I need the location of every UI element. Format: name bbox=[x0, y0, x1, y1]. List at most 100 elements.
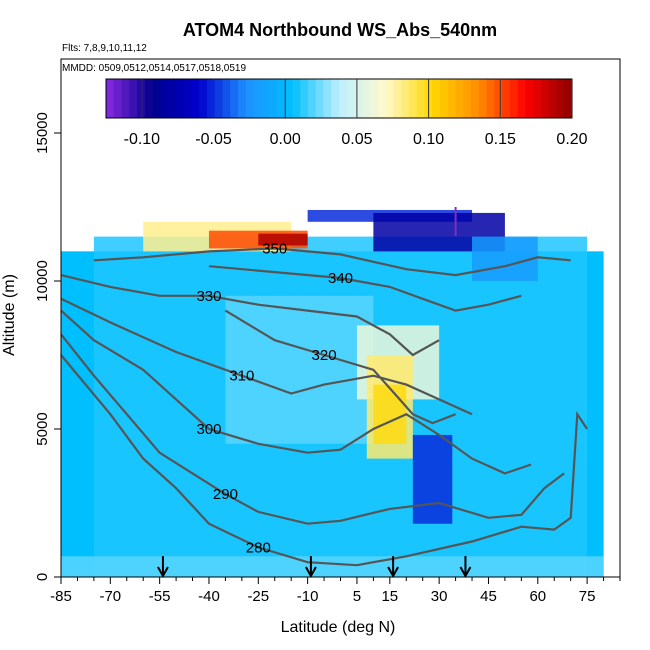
colorbar-segment bbox=[323, 79, 332, 118]
colorbar-segment bbox=[191, 79, 200, 118]
flights-label: Flts: 7,8,9,10,11,12 bbox=[62, 43, 147, 54]
colorbar-segment bbox=[261, 79, 270, 118]
colorbar-segment bbox=[463, 79, 472, 118]
colorbar-segment bbox=[269, 79, 278, 118]
x-tick-label: 15 bbox=[381, 588, 398, 605]
contour-line bbox=[60, 309, 532, 475]
colorbar-tick-label: -0.05 bbox=[195, 131, 232, 148]
contour-label: 300 bbox=[196, 421, 221, 438]
x-axis-label: Latitude (deg N) bbox=[281, 619, 396, 636]
y-axis-label: Altitude (m) bbox=[1, 274, 18, 356]
marker-arrow-head bbox=[459, 566, 472, 579]
contour-line bbox=[60, 297, 473, 416]
colorbar-tick-label: 0.05 bbox=[341, 131, 372, 148]
colorbar-segment bbox=[393, 79, 402, 118]
x-tick-label: -55 bbox=[149, 588, 171, 605]
colorbar-segment bbox=[525, 79, 534, 118]
colorbar-segment bbox=[548, 79, 558, 118]
contour-label: 350 bbox=[262, 240, 287, 257]
colorbar-segment bbox=[284, 79, 293, 118]
colorbar-segment bbox=[152, 79, 161, 118]
y-tick-label: 0 bbox=[34, 573, 51, 581]
colorbar-segment bbox=[494, 79, 503, 118]
x-tick-label: -70 bbox=[99, 588, 121, 605]
colorbar-segment bbox=[199, 79, 208, 118]
heatmap-layer bbox=[61, 209, 604, 577]
colorbar-segment bbox=[533, 79, 542, 118]
contour-line bbox=[208, 265, 522, 312]
colorbar-segment bbox=[377, 79, 387, 118]
colorbar-segment bbox=[129, 79, 138, 118]
colorbar-segment bbox=[416, 79, 426, 118]
contour-line bbox=[60, 354, 589, 567]
heat-cell bbox=[373, 384, 407, 444]
marker-arrow-head bbox=[387, 566, 399, 579]
marker-arrow-head bbox=[157, 566, 169, 579]
colorbar-segment bbox=[315, 79, 325, 118]
colorbar-segment bbox=[556, 79, 565, 118]
colorbar-segment bbox=[168, 79, 177, 118]
x-tick-label: 75 bbox=[579, 588, 596, 605]
colorbar-segment bbox=[439, 79, 449, 118]
y-tick-label: 5000 bbox=[34, 412, 51, 445]
colorbar-segment bbox=[276, 79, 286, 118]
colorbar-segment bbox=[385, 79, 394, 118]
colorbar-segment bbox=[517, 79, 526, 118]
x-tick-label: -25 bbox=[247, 588, 269, 605]
contour-line bbox=[93, 247, 571, 277]
colorbar-segment bbox=[408, 79, 418, 118]
colorbar-segment bbox=[540, 79, 550, 118]
contour-line bbox=[60, 333, 565, 525]
contour-layer: 280 290 300 310 320 330 340 350 bbox=[60, 240, 589, 567]
heat-cell bbox=[225, 295, 374, 444]
colorbar-segment bbox=[292, 79, 301, 118]
colorbar-segment bbox=[478, 79, 488, 118]
colorbar-tick-label: -0.10 bbox=[124, 131, 161, 148]
colorbar-segment bbox=[222, 79, 231, 118]
colorbar-segment bbox=[401, 79, 410, 118]
heat-cell bbox=[472, 236, 538, 281]
contour-label: 280 bbox=[246, 539, 271, 556]
contour-label: 330 bbox=[196, 288, 221, 305]
x-tick-label: 60 bbox=[529, 588, 546, 605]
colorbar-segment bbox=[245, 79, 255, 118]
y-tick-label: 15000 bbox=[34, 112, 51, 154]
colorbar-segment bbox=[206, 79, 216, 118]
colorbar-segment bbox=[307, 79, 317, 118]
colorbar-tick-label: 0.20 bbox=[556, 131, 587, 148]
colorbar-tick-label: 0.10 bbox=[413, 131, 444, 148]
colorbar-segment bbox=[214, 79, 224, 118]
colorbar-segment bbox=[160, 79, 169, 118]
colorbar-segment bbox=[183, 79, 193, 118]
marker-arrow-head bbox=[305, 566, 317, 579]
colorbar-segment bbox=[230, 79, 239, 118]
colorbar-tick-label: 0.15 bbox=[485, 131, 516, 148]
colorbar-segment bbox=[432, 79, 441, 118]
x-tick-label: 45 bbox=[480, 588, 497, 605]
colorbar-segment bbox=[238, 79, 247, 118]
colorbar-segment bbox=[106, 79, 115, 118]
colorbar-segment bbox=[175, 79, 185, 118]
x-tick-label: -40 bbox=[198, 588, 220, 605]
colorbar-segment bbox=[486, 79, 495, 118]
heat-cell bbox=[412, 434, 453, 524]
x-tick-label: -85 bbox=[50, 588, 72, 605]
colorbar-segment bbox=[121, 79, 130, 118]
colorbar-segment bbox=[509, 79, 519, 118]
x-tick-label: 30 bbox=[431, 588, 448, 605]
contour-line bbox=[224, 309, 456, 425]
contour-label: 320 bbox=[312, 347, 337, 364]
colorbar-segment bbox=[339, 79, 348, 118]
colorbar-segment bbox=[471, 79, 480, 118]
contour-label: 310 bbox=[229, 368, 254, 385]
heat-cell bbox=[61, 556, 604, 577]
colorbar-segment bbox=[137, 79, 146, 118]
colorbar-segment bbox=[362, 79, 371, 118]
colorbar-segment bbox=[331, 79, 340, 118]
x-tick-label: 5 bbox=[353, 588, 361, 605]
colorbar-segment bbox=[370, 79, 379, 118]
contour-line bbox=[60, 274, 440, 357]
colorbar-segment bbox=[447, 79, 457, 118]
colorbar-segment bbox=[300, 79, 309, 118]
